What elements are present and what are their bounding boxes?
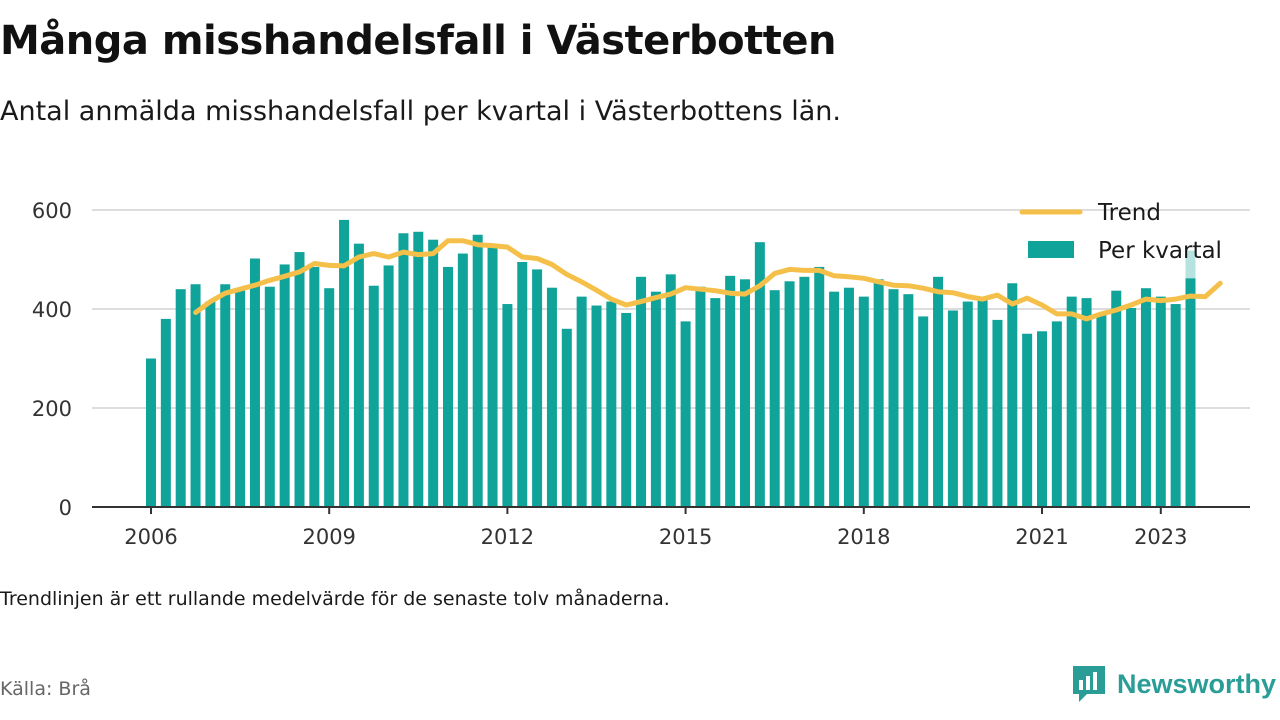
bar [1096, 314, 1107, 507]
bar [487, 245, 498, 507]
bar [353, 243, 364, 507]
bar [190, 284, 201, 507]
bar [621, 312, 632, 507]
bar [665, 274, 676, 507]
bar [977, 299, 988, 507]
legend-swatch-per-kvartal [1028, 241, 1074, 258]
brand-logo[interactable]: Newsworthy [1071, 664, 1276, 704]
bar [443, 266, 453, 507]
bar [962, 301, 973, 507]
bar [636, 276, 647, 507]
bar [383, 265, 394, 507]
x-tick-label: 2023 [1134, 525, 1187, 549]
bar [1111, 290, 1122, 507]
bar [903, 294, 914, 507]
bar [992, 319, 1003, 507]
chart-title: Många misshandelsfall i Västerbotten [0, 18, 836, 64]
bar [339, 219, 350, 507]
trend-note: Trendlinjen är ett rullande medelvärde f… [0, 588, 670, 610]
bar [1126, 308, 1137, 507]
newsworthy-icon [1072, 666, 1105, 702]
chart-subtitle: Antal anmälda misshandelsfall per kvarta… [0, 96, 841, 127]
bar [517, 261, 528, 507]
brand-name: Newsworthy [1116, 668, 1276, 699]
source-label: Källa: Brå [0, 678, 91, 700]
x-tick-label: 2006 [124, 525, 177, 549]
bar [695, 286, 706, 507]
bar [294, 252, 305, 507]
bar [368, 285, 379, 507]
bar [205, 301, 216, 507]
bar [546, 287, 557, 507]
bar [829, 291, 840, 507]
bar [324, 288, 335, 507]
bar [1007, 283, 1018, 507]
bar [1066, 296, 1077, 507]
bar [160, 318, 171, 507]
bar [1037, 331, 1047, 507]
x-tick-label: 2009 [302, 525, 355, 549]
bar [472, 234, 483, 507]
bar [1155, 296, 1166, 507]
bar [918, 316, 929, 507]
bar [457, 253, 468, 507]
bar [1140, 288, 1151, 507]
bar [1170, 304, 1181, 507]
bar [220, 284, 231, 507]
x-tick-label: 2018 [837, 525, 890, 549]
bar [249, 258, 260, 507]
bar [784, 281, 795, 507]
bar [175, 289, 186, 507]
bar [1022, 333, 1033, 507]
y-tick-label: 200 [32, 397, 72, 421]
bar [858, 296, 869, 507]
x-tick-label: 2012 [481, 525, 534, 549]
bar [754, 242, 765, 508]
bar [873, 279, 884, 507]
bar [843, 287, 854, 507]
bar [606, 301, 617, 507]
bar [888, 289, 899, 507]
bar [1081, 298, 1092, 507]
bar [725, 275, 736, 507]
x-tick-label: 2021 [1015, 525, 1068, 549]
bar [591, 305, 602, 507]
bar [309, 266, 320, 507]
y-tick-label: 0 [59, 496, 72, 520]
x-axis-ticks: 2006 2009 2012 2015 2018 2021 2023 [124, 507, 1188, 549]
bar [264, 286, 275, 507]
x-tick-label: 2015 [659, 525, 712, 549]
legend-label-per-kvartal: Per kvartal [1098, 238, 1222, 264]
bar [814, 266, 825, 507]
bar [740, 279, 750, 507]
bar [428, 239, 439, 507]
bar [279, 264, 290, 507]
bar [710, 298, 721, 507]
legend: Trend Per kvartal [1019, 200, 1222, 264]
bar-series [146, 219, 1196, 508]
bar [947, 310, 958, 507]
y-tick-label: 600 [32, 199, 72, 223]
bar [413, 231, 424, 507]
bar [532, 269, 543, 507]
bar [933, 276, 944, 507]
bar [398, 233, 409, 507]
y-axis-ticks: 0 200 400 600 [32, 199, 72, 520]
bar [235, 289, 246, 507]
bar [1185, 278, 1196, 507]
bar-highlight [1185, 250, 1196, 279]
bar [769, 290, 780, 507]
bar [146, 358, 156, 507]
bar [561, 328, 572, 507]
bar [650, 291, 661, 507]
bar [576, 296, 587, 507]
bar [1051, 321, 1062, 507]
bar [799, 276, 810, 507]
trend-line [193, 238, 1223, 322]
bar [680, 321, 691, 507]
bar [502, 304, 513, 507]
legend-label-trend: Trend [1097, 200, 1161, 226]
y-tick-label: 400 [32, 298, 72, 322]
